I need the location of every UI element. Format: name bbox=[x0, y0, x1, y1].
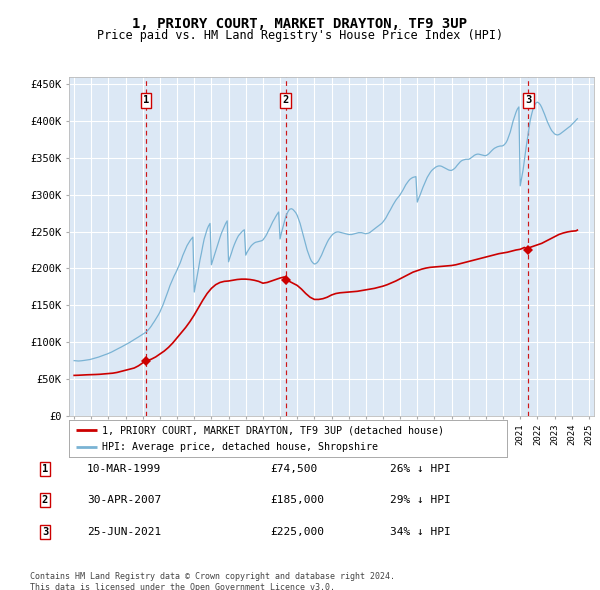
Text: 34% ↓ HPI: 34% ↓ HPI bbox=[390, 527, 451, 536]
Text: £225,000: £225,000 bbox=[270, 527, 324, 536]
Text: 3: 3 bbox=[42, 527, 48, 536]
Text: 29% ↓ HPI: 29% ↓ HPI bbox=[390, 496, 451, 505]
Text: 1, PRIORY COURT, MARKET DRAYTON, TF9 3UP: 1, PRIORY COURT, MARKET DRAYTON, TF9 3UP bbox=[133, 17, 467, 31]
Text: 10-MAR-1999: 10-MAR-1999 bbox=[87, 464, 161, 474]
Text: 26% ↓ HPI: 26% ↓ HPI bbox=[390, 464, 451, 474]
Text: Price paid vs. HM Land Registry's House Price Index (HPI): Price paid vs. HM Land Registry's House … bbox=[97, 30, 503, 42]
Text: £185,000: £185,000 bbox=[270, 496, 324, 505]
Text: 2: 2 bbox=[42, 496, 48, 505]
Text: Contains HM Land Registry data © Crown copyright and database right 2024.: Contains HM Land Registry data © Crown c… bbox=[30, 572, 395, 581]
Text: 30-APR-2007: 30-APR-2007 bbox=[87, 496, 161, 505]
Text: 1: 1 bbox=[42, 464, 48, 474]
Text: 2: 2 bbox=[283, 96, 289, 105]
Text: 25-JUN-2021: 25-JUN-2021 bbox=[87, 527, 161, 536]
Text: 3: 3 bbox=[526, 96, 532, 105]
Text: £74,500: £74,500 bbox=[270, 464, 317, 474]
Text: 1: 1 bbox=[143, 96, 149, 105]
Text: 1, PRIORY COURT, MARKET DRAYTON, TF9 3UP (detached house): 1, PRIORY COURT, MARKET DRAYTON, TF9 3UP… bbox=[102, 425, 444, 435]
Text: This data is licensed under the Open Government Licence v3.0.: This data is licensed under the Open Gov… bbox=[30, 583, 335, 590]
Text: HPI: Average price, detached house, Shropshire: HPI: Average price, detached house, Shro… bbox=[102, 442, 378, 452]
